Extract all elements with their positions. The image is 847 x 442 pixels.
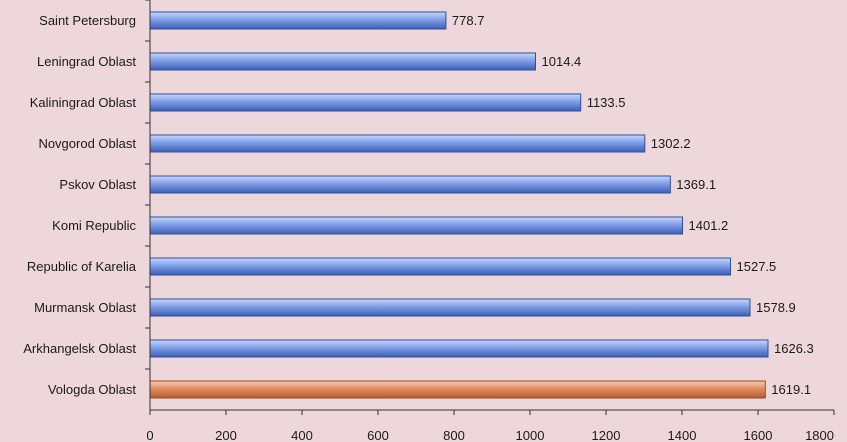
value-label: 1578.9	[756, 300, 796, 315]
x-tick-label: 1800	[805, 428, 834, 442]
bar-murmansk-oblast	[149, 298, 751, 317]
bar-pskov-oblast	[149, 175, 671, 194]
bar-kaliningrad-oblast	[149, 93, 582, 112]
bar-vologda-oblast	[149, 380, 766, 399]
category-label: Komi Republic	[52, 218, 136, 233]
bar-arkhangelsk-oblast	[149, 339, 769, 358]
x-tick-label: 400	[291, 428, 313, 442]
bars-layer	[149, 11, 769, 399]
value-label: 1619.1	[771, 382, 811, 397]
value-label: 1401.2	[689, 218, 729, 233]
bar-republic-of-karelia	[149, 257, 731, 276]
labels-layer: Saint Petersburg 778.7 Leningrad Oblast 101…	[23, 13, 814, 397]
bar-novgorod-oblast	[149, 134, 646, 153]
x-tick-label: 0	[146, 428, 153, 442]
x-tick-label: 1000	[516, 428, 545, 442]
x-tick-label: 1400	[668, 428, 697, 442]
value-label: 778.7	[452, 13, 485, 28]
value-label: 1014.4	[542, 54, 582, 69]
x-tick-label: 1200	[592, 428, 621, 442]
x-tick-label: 800	[443, 428, 465, 442]
category-label: Vologda Oblast	[48, 382, 137, 397]
category-label: Pskov Oblast	[59, 177, 136, 192]
bar-leningrad-oblast	[149, 52, 536, 71]
value-label: 1302.2	[651, 136, 691, 151]
category-label: Leningrad Oblast	[37, 54, 136, 69]
category-label: Novgorod Oblast	[38, 136, 136, 151]
x-axis: 0 200 400 600 800 1000 1200 1400 1600 1800	[145, 0, 835, 442]
category-label: Republic of Karelia	[27, 259, 137, 274]
category-label: Murmansk Oblast	[34, 300, 136, 315]
x-tick-label: 600	[367, 428, 389, 442]
x-tick-label: 200	[215, 428, 237, 442]
category-label: Saint Petersburg	[39, 13, 136, 28]
bar-komi-republic	[149, 216, 683, 235]
value-label: 1369.1	[676, 177, 716, 192]
bar-saint-petersburg	[149, 11, 447, 30]
value-label: 1133.5	[587, 95, 626, 110]
value-label: 1626.3	[774, 341, 814, 356]
category-label: Arkhangelsk Oblast	[23, 341, 136, 356]
x-tick-label: 1600	[744, 428, 773, 442]
category-label: Kaliningrad Oblast	[30, 95, 137, 110]
value-label: 1527.5	[737, 259, 777, 274]
